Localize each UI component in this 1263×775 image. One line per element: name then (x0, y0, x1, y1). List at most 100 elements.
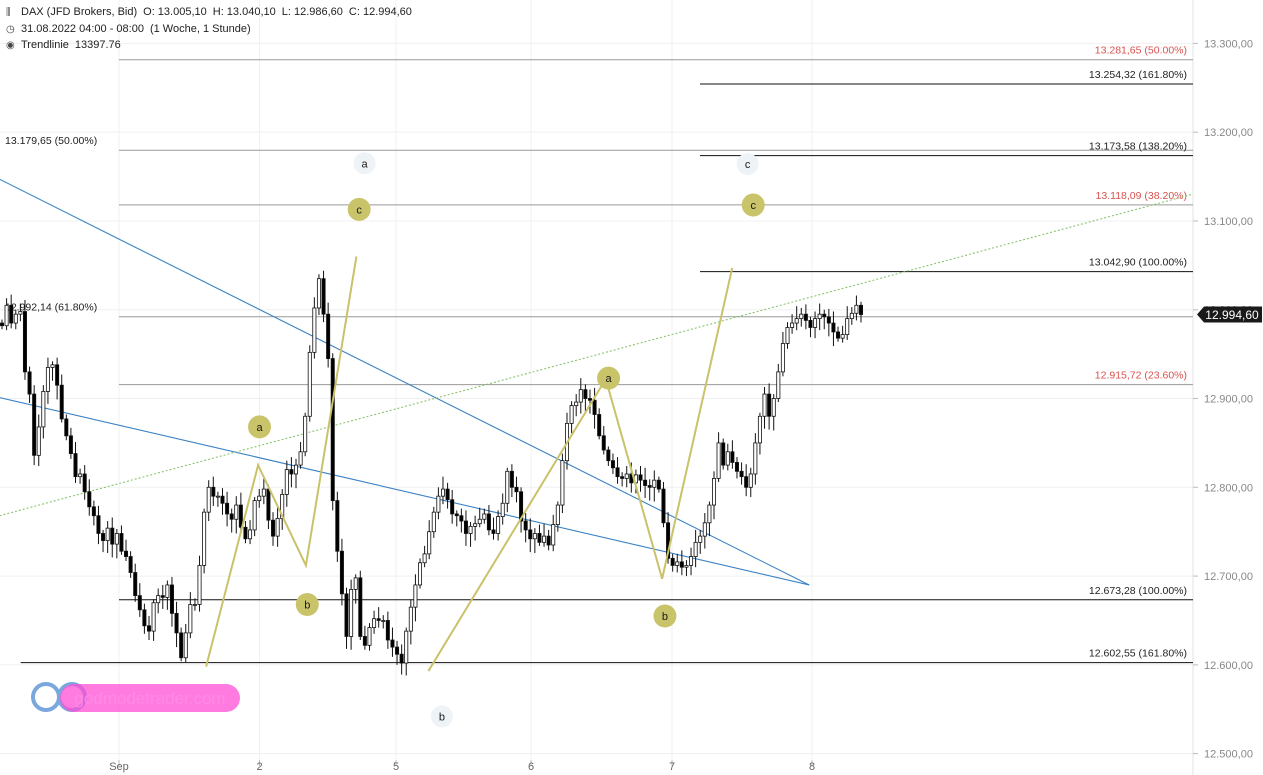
wave-label-badge (653, 604, 677, 628)
candle-down (583, 389, 588, 399)
x-tick-label: 8 (809, 761, 815, 773)
candle-down (826, 316, 831, 324)
candle-up (578, 389, 583, 403)
candle-down (124, 550, 129, 557)
candle-down (179, 632, 184, 659)
trendline-blue-1 (0, 178, 810, 586)
candle-down (395, 646, 400, 655)
candle-down (385, 620, 390, 641)
period-text: (1 Woche, 1 Stunde) (149, 23, 251, 35)
candle-up (468, 525, 473, 534)
candle-up (206, 486, 211, 513)
candle-up (532, 533, 537, 540)
candle-up (702, 522, 707, 537)
candle-up (293, 464, 298, 475)
high-value: H: 13.040,10 (212, 6, 276, 18)
candle-down (266, 488, 271, 521)
fib-level-label: 12.673,28 (100.00%) (1089, 585, 1187, 597)
candle-down (68, 435, 73, 454)
candle-up (436, 495, 441, 513)
candle-down (289, 469, 294, 475)
candle-down (321, 278, 326, 315)
last-price-label: 12.994,60 (1205, 308, 1259, 322)
candle-down (519, 491, 524, 522)
y-tick-label: 12.600,00 (1204, 660, 1253, 672)
candle-down (537, 533, 542, 543)
x-tick-label: Sep (109, 761, 129, 773)
candle-down (390, 639, 395, 648)
candle-down (739, 470, 744, 478)
candle-down (96, 515, 101, 534)
fib-level-label: 12.915,72 (23.60%) (1095, 370, 1187, 382)
candle-down (229, 513, 234, 520)
candle-down (358, 577, 363, 637)
candle-down (454, 513, 459, 517)
candle-down (601, 435, 606, 451)
candle-up (684, 565, 689, 568)
candle-down (271, 519, 276, 537)
candle-down (110, 527, 115, 545)
candle-down (174, 612, 179, 634)
candle-up (284, 469, 289, 495)
y-tick-label: 12.500,00 (1204, 749, 1253, 761)
candle-up (574, 401, 579, 407)
candle-down (767, 393, 772, 417)
candle-down (55, 364, 60, 386)
candle-up (551, 524, 556, 546)
candle-down (133, 572, 138, 597)
candle-up (418, 562, 423, 586)
wave-lines (205, 256, 734, 672)
candle-down (73, 453, 78, 478)
candle-down (523, 520, 528, 531)
candle-up (505, 470, 510, 504)
wave-label-badge (597, 366, 621, 390)
wave-label-badge (736, 153, 759, 176)
candle-up (312, 307, 317, 353)
y-tick-label: 13.100,00 (1204, 216, 1253, 228)
candle-up (367, 627, 372, 646)
candle-down (101, 533, 106, 541)
candle-down (514, 486, 519, 493)
candle-down (836, 331, 841, 339)
candle-down (27, 371, 32, 395)
candle-down (119, 533, 124, 552)
range-line: ◷ 31.08.2022 04:00 - 08:00 (1 Woche, 1 Stu… (6, 23, 251, 35)
candle-down (661, 488, 666, 524)
candle-up (78, 473, 83, 478)
trendlines (0, 178, 1194, 586)
instrument-name: DAX (JFD Brokers, Bid) (21, 6, 138, 18)
candle-up (372, 618, 377, 628)
trend-line-info: ◉ Trendlinie 13397.76 (6, 39, 121, 51)
close-value: C: 12.994,60 (348, 6, 412, 18)
candle-down (326, 313, 331, 359)
candle-up (183, 632, 188, 659)
fib-level-label: 13.173,58 (138.20%) (1089, 141, 1187, 153)
candle-down (734, 462, 739, 472)
candle-up (689, 556, 694, 566)
candle-up (165, 584, 170, 598)
candle-up (215, 495, 220, 498)
candle-down (22, 311, 27, 373)
candle-down (615, 467, 620, 478)
candle-up (105, 527, 110, 541)
candle-up (41, 391, 46, 428)
candle-down (64, 418, 69, 437)
candle-up (156, 595, 161, 604)
candle-down (638, 474, 643, 481)
candle-down (679, 561, 684, 568)
candle-up (307, 351, 312, 417)
candle-down (399, 653, 404, 664)
candle-up (813, 318, 818, 328)
wave-path (427, 267, 734, 672)
candle-up (408, 606, 413, 632)
candle-up (693, 541, 698, 557)
candle-down (730, 451, 735, 463)
wave-label-text: c (745, 159, 751, 171)
candle-down (238, 504, 243, 528)
candle-down (643, 479, 648, 486)
candle-up (234, 504, 239, 520)
candle-up (555, 504, 560, 525)
candle-up (248, 529, 253, 540)
candle-up (500, 502, 505, 517)
